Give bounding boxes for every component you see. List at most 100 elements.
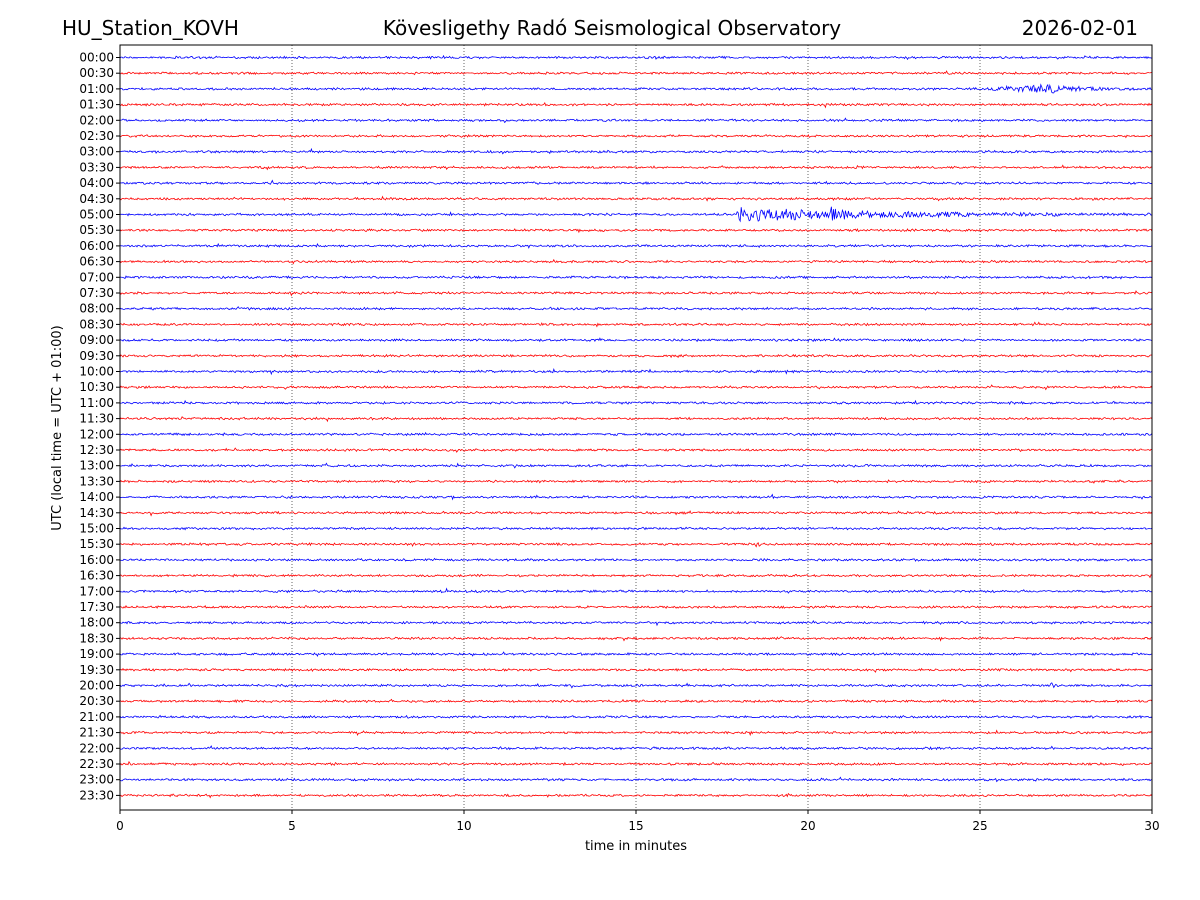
y-tick-label: 18:30 (79, 631, 114, 645)
trace-1530 (119, 542, 1153, 548)
y-tick-label: 21:00 (79, 710, 114, 724)
station-title: HU_Station_KOVH (62, 16, 239, 40)
trace-2100 (119, 714, 1153, 719)
x-tick-label: 20 (800, 819, 815, 833)
trace-0900 (119, 337, 1153, 343)
trace-0930 (119, 353, 1153, 359)
seismic-traces (119, 54, 1153, 799)
y-tick-label: 18:00 (79, 616, 114, 630)
trace-0730 (119, 290, 1153, 297)
y-tick-label: 00:00 (79, 51, 114, 65)
y-tick-label: 17:30 (79, 600, 114, 614)
x-axis: 0 5 10 15 20 25 30 (116, 810, 1160, 833)
y-tick-label: 23:30 (79, 788, 114, 802)
y-tick-label: 11:30 (79, 412, 114, 426)
y-tick-label: 16:30 (79, 569, 114, 583)
trace-0630 (119, 258, 1153, 265)
trace-0600 (119, 242, 1153, 249)
y-tick-label: 07:00 (79, 270, 114, 284)
y-tick-label: 12:30 (79, 443, 114, 457)
y-tick-label: 13:30 (79, 474, 114, 488)
y-tick-label: 21:30 (79, 726, 114, 740)
y-tick-label: 08:30 (79, 317, 114, 331)
y-tick-label: 20:00 (79, 679, 114, 693)
trace-1930 (119, 667, 1153, 673)
x-tick-label: 10 (456, 819, 471, 833)
y-tick-label: 16:00 (79, 553, 114, 567)
trace-0030 (119, 70, 1153, 76)
y-tick-label: 05:30 (79, 223, 114, 237)
trace-0330 (119, 164, 1153, 171)
trace-1200 (119, 431, 1153, 437)
y-tick-label: 13:00 (79, 459, 114, 473)
y-tick-label: 05:00 (79, 208, 114, 222)
y-tick-label: 14:00 (79, 490, 114, 504)
trace-2300 (119, 776, 1153, 783)
x-tick-label: 5 (288, 819, 296, 833)
x-tick-label: 0 (116, 819, 124, 833)
y-tick-label: 19:00 (79, 647, 114, 661)
x-tick-label: 15 (628, 819, 643, 833)
trace-2000 (119, 682, 1153, 689)
trace-0100 (119, 83, 1153, 94)
y-tick-label: 06:30 (79, 255, 114, 269)
trace-1430 (119, 510, 1153, 517)
trace-1130 (119, 416, 1153, 423)
trace-1600 (119, 557, 1153, 562)
trace-2130 (119, 729, 1153, 737)
x-tick-label: 25 (972, 819, 987, 833)
trace-1830 (119, 636, 1153, 642)
y-tick-label: 17:00 (79, 584, 114, 598)
observatory-title: Kövesligethy Radó Seismological Observat… (383, 16, 841, 40)
trace-0530 (119, 228, 1153, 234)
trace-0000 (119, 54, 1153, 61)
trace-2230 (119, 760, 1153, 767)
date-title: 2026-02-01 (1022, 16, 1138, 40)
trace-1000 (119, 367, 1153, 376)
y-tick-label: 22:00 (79, 741, 114, 755)
plot-frame (119, 44, 1153, 811)
trace-1230 (119, 447, 1153, 453)
trace-0430 (119, 195, 1153, 202)
trace-1030 (119, 384, 1153, 391)
trace-1100 (119, 399, 1153, 406)
y-tick-label: 08:00 (79, 302, 114, 316)
y-axis-label: UTC (local time = UTC + 01:00) (50, 325, 65, 530)
y-tick-label: 01:00 (79, 82, 114, 96)
y-tick-label: 07:30 (79, 286, 114, 300)
trace-1730 (119, 605, 1153, 610)
trace-0700 (119, 275, 1153, 280)
trace-1900 (119, 651, 1153, 658)
y-tick-label: 01:30 (79, 98, 114, 112)
trace-0500 (119, 206, 1153, 223)
y-tick-label: 09:00 (79, 333, 114, 347)
y-tick-label: 20:30 (79, 694, 114, 708)
y-tick-label: 00:30 (79, 66, 114, 80)
y-tick-label: 09:30 (79, 349, 114, 363)
trace-0800 (119, 306, 1153, 311)
x-axis-label: time in minutes (585, 839, 687, 854)
y-tick-label: 03:00 (79, 145, 114, 159)
y-tick-label: 15:30 (79, 537, 114, 551)
trace-1630 (119, 573, 1153, 579)
y-tick-label: 06:00 (79, 239, 114, 253)
y-tick-label: 04:30 (79, 192, 114, 206)
y-tick-label: 02:30 (79, 129, 114, 143)
grid-lines (291, 45, 981, 810)
y-tick-label: 19:30 (79, 663, 114, 677)
trace-1500 (119, 526, 1153, 531)
trace-1800 (119, 619, 1153, 627)
trace-1700 (119, 587, 1153, 594)
y-tick-label: 11:00 (79, 396, 114, 410)
trace-2030 (119, 698, 1153, 704)
x-tick-label: 30 (1144, 819, 1159, 833)
trace-2330 (119, 792, 1153, 799)
y-tick-label: 14:30 (79, 506, 114, 520)
y-tick-label: 15:00 (79, 522, 114, 536)
trace-2200 (119, 745, 1153, 751)
trace-0230 (119, 133, 1153, 139)
trace-0300 (119, 147, 1153, 155)
y-tick-label: 12:00 (79, 427, 114, 441)
